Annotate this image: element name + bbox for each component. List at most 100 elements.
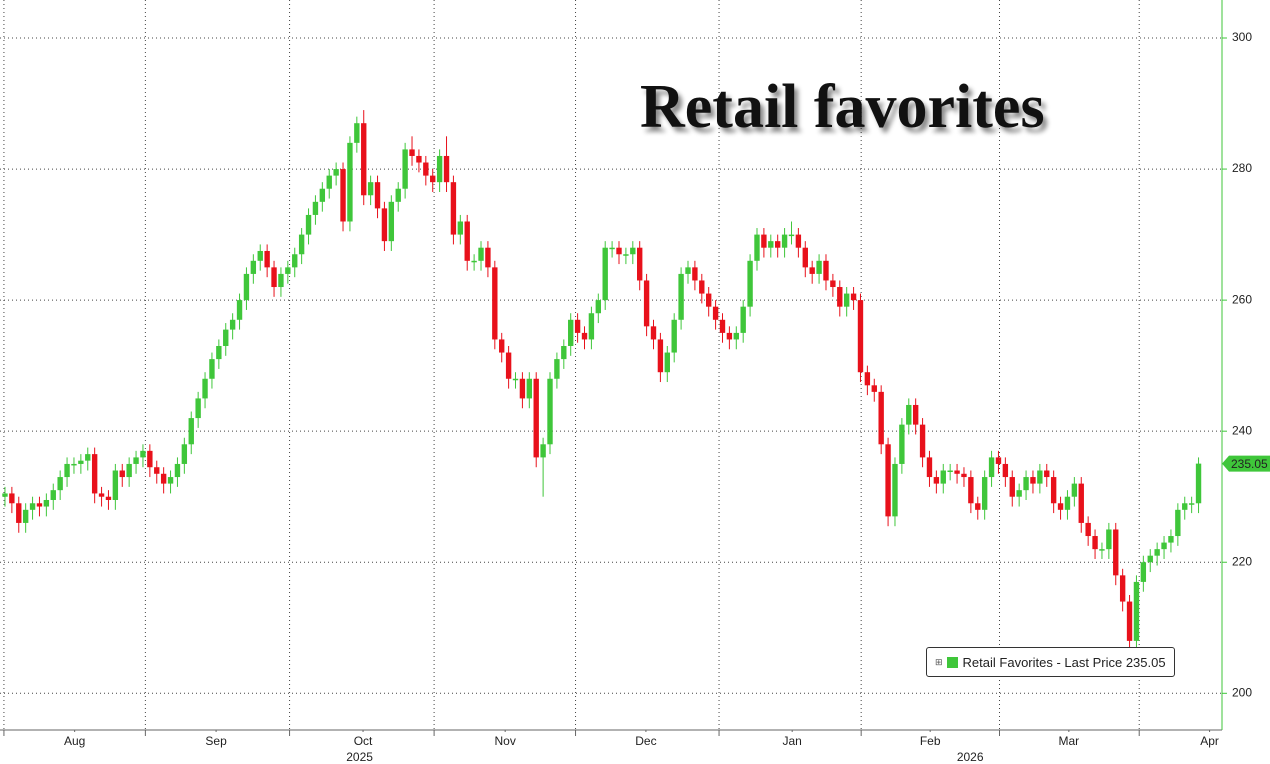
candle-body: [209, 359, 215, 379]
x-tick-label: Jan: [782, 734, 801, 748]
candle-body: [630, 247, 636, 255]
candle-body: [319, 188, 326, 202]
candle-body: [271, 267, 277, 288]
candle-body: [1147, 555, 1153, 563]
candle-body: [354, 123, 360, 143]
candle-body: [126, 463, 132, 478]
candle-body: [519, 378, 526, 399]
candle-body: [864, 372, 871, 386]
candle-body: [892, 463, 898, 517]
candle-body: [43, 499, 50, 507]
x-tick-label: Dec: [635, 734, 656, 748]
candle-body: [464, 221, 470, 261]
legend-toggle[interactable]: ⊞: [935, 656, 943, 667]
x-tick-label: Apr: [1200, 734, 1219, 748]
candle-body: [574, 319, 581, 333]
candle-body: [678, 273, 684, 320]
candle-body: [1071, 483, 1078, 497]
candle-body: [733, 332, 739, 340]
candle-body: [423, 162, 429, 176]
candle-body: [657, 339, 664, 373]
candle-body: [726, 332, 733, 340]
candle-body: [712, 306, 719, 320]
candle-body: [326, 175, 332, 189]
candle-body: [947, 470, 953, 473]
candle-body: [361, 123, 367, 196]
candle-body: [1154, 549, 1160, 556]
candle-body: [774, 241, 781, 248]
candle-body: [912, 404, 919, 425]
candle-body: [1092, 536, 1098, 550]
candle-body: [919, 424, 926, 458]
candle-body: [595, 300, 601, 314]
candle-body: [1085, 522, 1091, 537]
candle-body: [450, 182, 457, 235]
y-tick-label: 200: [1232, 685, 1252, 699]
candle-body: [761, 234, 767, 248]
candle-body: [788, 234, 795, 237]
candle-body: [768, 241, 774, 248]
candle-body: [823, 260, 829, 281]
candle-body: [1140, 562, 1147, 582]
candle-body: [160, 473, 167, 484]
candle-body: [1037, 470, 1043, 484]
candle-body: [195, 398, 201, 419]
legend-swatch: [946, 656, 958, 668]
candle-body: [443, 155, 450, 183]
candle-body: [940, 470, 946, 484]
candle-body: [740, 306, 746, 333]
chart-title: Retail favorites: [640, 73, 1045, 141]
y-tick-label: 280: [1232, 161, 1252, 175]
candle-body: [305, 214, 312, 235]
x-tick-label: Nov: [494, 734, 515, 748]
candle-body: [830, 280, 836, 288]
candle-body: [837, 287, 843, 307]
candle-body: [1016, 490, 1022, 497]
candle-body: [899, 424, 905, 464]
candle-body: [347, 142, 353, 222]
candle-body: [926, 457, 933, 478]
candle-body: [885, 444, 891, 517]
candle-body: [312, 201, 319, 215]
candle-body: [1009, 477, 1015, 497]
candle-body: [988, 457, 995, 478]
candle-body: [1113, 529, 1119, 576]
candle-body: [105, 496, 112, 500]
y-tick-label: 300: [1232, 30, 1252, 44]
candle-body: [602, 247, 608, 301]
candle-body: [147, 450, 153, 468]
candle-body: [933, 477, 940, 484]
candle-body: [871, 385, 877, 392]
y-tick-label: 260: [1232, 292, 1252, 306]
candle-body: [1126, 601, 1133, 641]
candle-body: [505, 352, 512, 379]
candle-body: [878, 391, 884, 445]
candle-body: [616, 247, 622, 255]
candle-body: [588, 313, 595, 340]
candle-body: [250, 260, 257, 274]
candle-body: [492, 267, 498, 340]
candle-body: [664, 352, 670, 373]
candle-body: [650, 326, 657, 340]
candle-body: [430, 175, 436, 183]
candle-body: [1168, 536, 1174, 543]
candle-body: [36, 503, 43, 507]
candle-body: [961, 473, 967, 478]
candle-body: [264, 250, 270, 268]
candle-body: [9, 493, 15, 504]
candle-body: [388, 201, 395, 242]
candle-body: [533, 378, 539, 458]
candle-body: [78, 460, 84, 464]
x-tick-label: Oct: [354, 734, 373, 748]
candle-body: [16, 503, 22, 523]
candle-body: [278, 273, 284, 288]
candle-body: [29, 503, 36, 510]
candle-body: [436, 155, 443, 183]
candle-body: [802, 247, 808, 268]
candle-body: [133, 457, 139, 464]
candle-body: [512, 378, 519, 381]
legend-label: Retail Favorites - Last Price 235.05: [962, 654, 1166, 670]
candle-body: [975, 503, 981, 510]
candle-body: [50, 490, 56, 500]
year-label: 2026: [957, 750, 984, 764]
